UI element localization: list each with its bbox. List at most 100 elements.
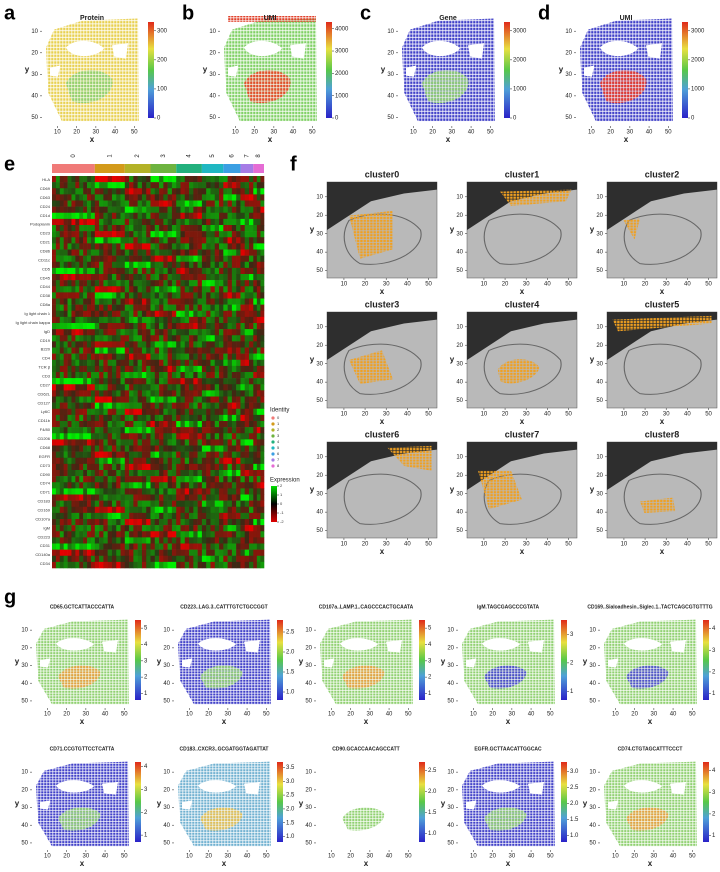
colorbar-tick-label: 1 [144, 691, 148, 697]
x-tick-label: 20 [347, 712, 354, 718]
colorbar-tick-label: 3000 [513, 28, 527, 34]
gene-label: CD45 [40, 275, 51, 280]
cluster-label: 8 [256, 154, 262, 158]
y-tick-label: 40 [316, 510, 323, 516]
y-tick-label: 20 [447, 787, 454, 793]
y-tick-label: 20 [456, 213, 463, 219]
x-tick-label: 50 [705, 282, 712, 288]
y-axis-label: y [583, 657, 588, 666]
colorbar-tick-label: 1 [570, 689, 574, 695]
x-tick-label: 40 [646, 130, 653, 136]
y-axis-label: y [441, 657, 446, 666]
y-tick-label: 40 [456, 380, 463, 386]
colorbar-tick-label: 3 [570, 632, 574, 638]
y-axis-label: y [381, 65, 386, 74]
cluster-bar [52, 164, 95, 173]
colorbar [148, 22, 154, 118]
y-axis-label: y [310, 225, 315, 234]
panel-letter: d [538, 2, 550, 24]
y-tick-label: 10 [316, 454, 323, 460]
y-tick-label: 40 [447, 823, 454, 829]
x-tick-label: 20 [205, 854, 212, 860]
y-tick-label: 50 [589, 699, 596, 705]
y-tick-label: 10 [387, 29, 394, 35]
colorbar-tick-label: 5 [428, 626, 432, 632]
x-tick-label: 50 [547, 854, 554, 860]
feature-map: CD74.CTGTAGCATTTCCCT10203040501020304050… [583, 746, 716, 868]
gene-label: CD127 [38, 400, 51, 405]
x-axis-label: x [506, 717, 511, 726]
tissue-spots [402, 18, 495, 121]
colorbar-tick-label: 4 [144, 764, 148, 770]
colorbar-tick-label: 100 [157, 86, 168, 92]
cluster-bar [125, 164, 151, 173]
gene-label: CD74 [40, 481, 51, 486]
y-tick-label: 30 [565, 72, 572, 78]
x-axis-label: x [648, 717, 653, 726]
x-tick-label: 10 [588, 130, 595, 136]
y-tick-label: 10 [31, 29, 38, 35]
colorbar-tick-label: 4 [712, 768, 716, 774]
spatial-map [402, 18, 495, 121]
x-tick-label: 20 [347, 854, 354, 860]
y-tick-label: 10 [589, 770, 596, 776]
colorbar-tick-label: 5 [144, 626, 148, 632]
gene-label: Ig light chain λ [24, 311, 50, 316]
y-tick-label: 10 [596, 324, 603, 330]
y-axis-label: y [450, 485, 455, 494]
legend-label: 0 [277, 415, 280, 420]
colorbar [326, 22, 332, 118]
colorbar-tick-label: 2.5 [286, 793, 295, 799]
tissue-spots [320, 620, 413, 705]
spatial-map [604, 762, 697, 847]
y-tick-label: 20 [589, 645, 596, 651]
y-tick-label: 50 [305, 699, 312, 705]
x-tick-label: 50 [487, 130, 494, 136]
tissue-spots [36, 762, 129, 847]
y-tick-label: 40 [31, 93, 38, 99]
gene-label: CD31 [40, 543, 51, 548]
spatial-map [604, 620, 697, 705]
colorbar-tick-label: 4000 [335, 26, 349, 32]
spatial-map [462, 762, 555, 847]
colorbar-tick-label: 2.5 [570, 785, 579, 791]
y-tick-label: 30 [447, 663, 454, 669]
y-tick-label: 20 [589, 787, 596, 793]
tissue-spots [462, 620, 555, 705]
tissue-spots [604, 762, 697, 847]
x-tick-label: 50 [665, 130, 672, 136]
colorbar-tick-label: 300 [157, 28, 168, 34]
x-tick-label: 40 [468, 130, 475, 136]
x-tick-label: 50 [705, 542, 712, 548]
x-tick-label: 10 [186, 854, 193, 860]
y-tick-label: 30 [456, 491, 463, 497]
colorbar [277, 620, 283, 700]
map-panel: aProtein10203040501020304050xy0100200300 [4, 2, 168, 144]
y-tick-label: 40 [21, 823, 28, 829]
x-tick-label: 50 [121, 854, 128, 860]
colorbar-tick-label: 2.0 [570, 801, 579, 807]
colorbar-tick-label: 2.5 [428, 768, 437, 774]
x-tick-label: 10 [186, 712, 193, 718]
x-tick-label: 20 [63, 854, 70, 860]
colorbar-tick-label: 3 [428, 658, 432, 664]
y-tick-label: 30 [209, 72, 216, 78]
y-tick-label: 30 [316, 361, 323, 367]
x-axis-label: x [648, 859, 653, 868]
x-tick-label: 20 [362, 542, 369, 548]
cluster-bar [176, 164, 202, 173]
tissue-spots [46, 18, 139, 121]
gene-label: Podoplanin [30, 222, 50, 227]
gene-label: TCR β [38, 365, 50, 370]
gene-label: CD19 [40, 338, 51, 343]
colorbar-tick-label: 4 [428, 642, 432, 648]
y-tick-label: 10 [21, 628, 28, 634]
y-tick-label: 30 [163, 805, 170, 811]
tissue-spots [36, 620, 129, 705]
x-tick-label: 10 [621, 542, 628, 548]
x-tick-label: 50 [547, 712, 554, 718]
colorbar-tick-label: 3000 [335, 49, 349, 55]
legend-tick-label: -2 [280, 519, 284, 524]
feature-title: CD65.GCTCATTACCCATTA [50, 604, 115, 610]
cluster-label: 5 [210, 154, 216, 158]
